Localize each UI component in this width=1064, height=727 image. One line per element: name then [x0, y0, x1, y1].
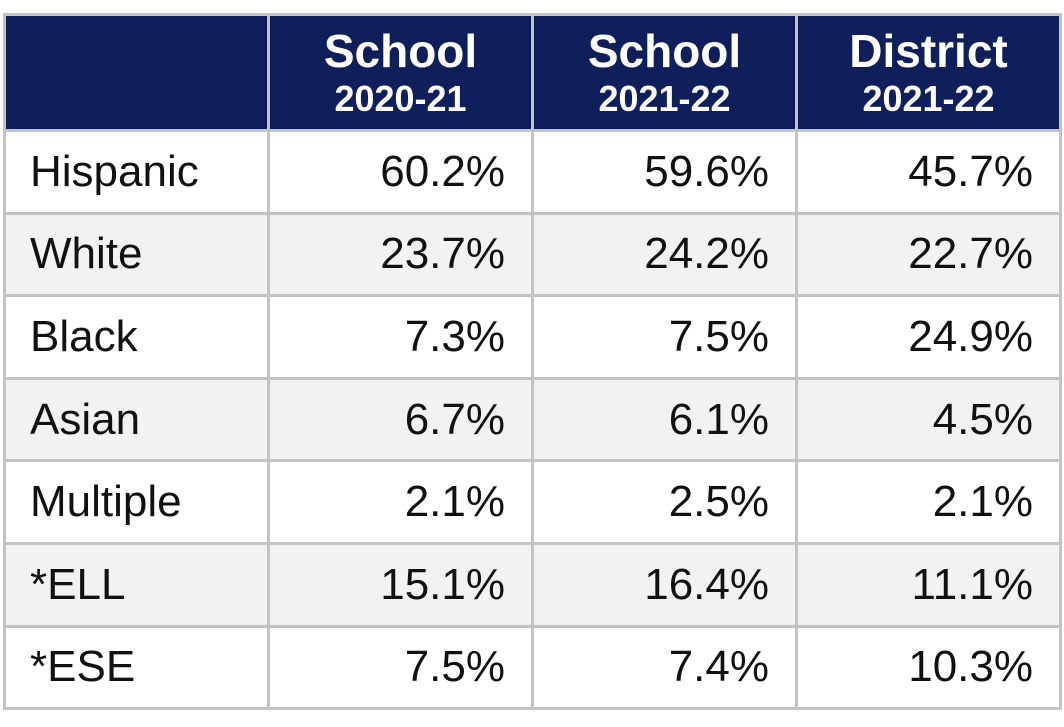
percent-cell: 45.7% [795, 129, 1062, 215]
table-row: Hispanic 60.2% 59.6% 45.7% [3, 129, 1062, 215]
column-header: School 2020-21 [267, 13, 534, 132]
percent-cell: 22.7% [795, 211, 1062, 298]
table-row: *ELL 15.1% 16.4% 11.1% [3, 541, 1062, 628]
row-label: Black [3, 294, 270, 380]
header-row: School 2020-21 School 2021-22 District 2021-2… [3, 13, 1062, 132]
table-row: Multiple 2.1% 2.5% 2.1% [3, 459, 1062, 545]
row-label: *ELL [3, 541, 270, 628]
header-title: School [587, 24, 742, 77]
header-year: 2020-21 [334, 77, 467, 119]
percent-cell: 2.1% [267, 459, 534, 545]
percent-cell: 6.7% [267, 376, 534, 463]
percent-cell: 7.5% [267, 624, 534, 711]
percent-cell: 7.4% [531, 624, 798, 711]
header-title: District [849, 24, 1008, 77]
column-header: School 2021-22 [531, 13, 798, 132]
row-label: Asian [3, 376, 270, 463]
header-year: 2021-22 [598, 77, 731, 119]
percent-cell: 16.4% [531, 541, 798, 628]
percent-cell: 7.3% [267, 294, 534, 380]
percent-cell: 24.2% [531, 211, 798, 298]
column-header: District 2021-22 [795, 13, 1062, 132]
demographics-table: School 2020-21 School 2021-22 District 2021-2… [3, 13, 1062, 711]
table-row: Black 7.3% 7.5% 24.9% [3, 294, 1062, 380]
percent-cell: 7.5% [531, 294, 798, 380]
percent-cell: 6.1% [531, 376, 798, 463]
corner-cell [3, 13, 270, 132]
row-label: *ESE [3, 624, 270, 711]
row-label: Multiple [3, 459, 270, 545]
percent-cell: 2.5% [531, 459, 798, 545]
percent-cell: 2.1% [795, 459, 1062, 545]
percent-cell: 4.5% [795, 376, 1062, 463]
table-row: White 23.7% 24.2% 22.7% [3, 211, 1062, 298]
table-row: Asian 6.7% 6.1% 4.5% [3, 376, 1062, 463]
row-label: White [3, 211, 270, 298]
percent-cell: 10.3% [795, 624, 1062, 711]
percent-cell: 59.6% [531, 129, 798, 215]
header-year: 2021-22 [862, 77, 995, 119]
header-title: School [323, 24, 478, 77]
percent-cell: 11.1% [795, 541, 1062, 628]
percent-cell: 60.2% [267, 129, 534, 215]
percent-cell: 23.7% [267, 211, 534, 298]
percent-cell: 24.9% [795, 294, 1062, 380]
table-row: *ESE 7.5% 7.4% 10.3% [3, 624, 1062, 711]
row-label: Hispanic [3, 129, 270, 215]
percent-cell: 15.1% [267, 541, 534, 628]
